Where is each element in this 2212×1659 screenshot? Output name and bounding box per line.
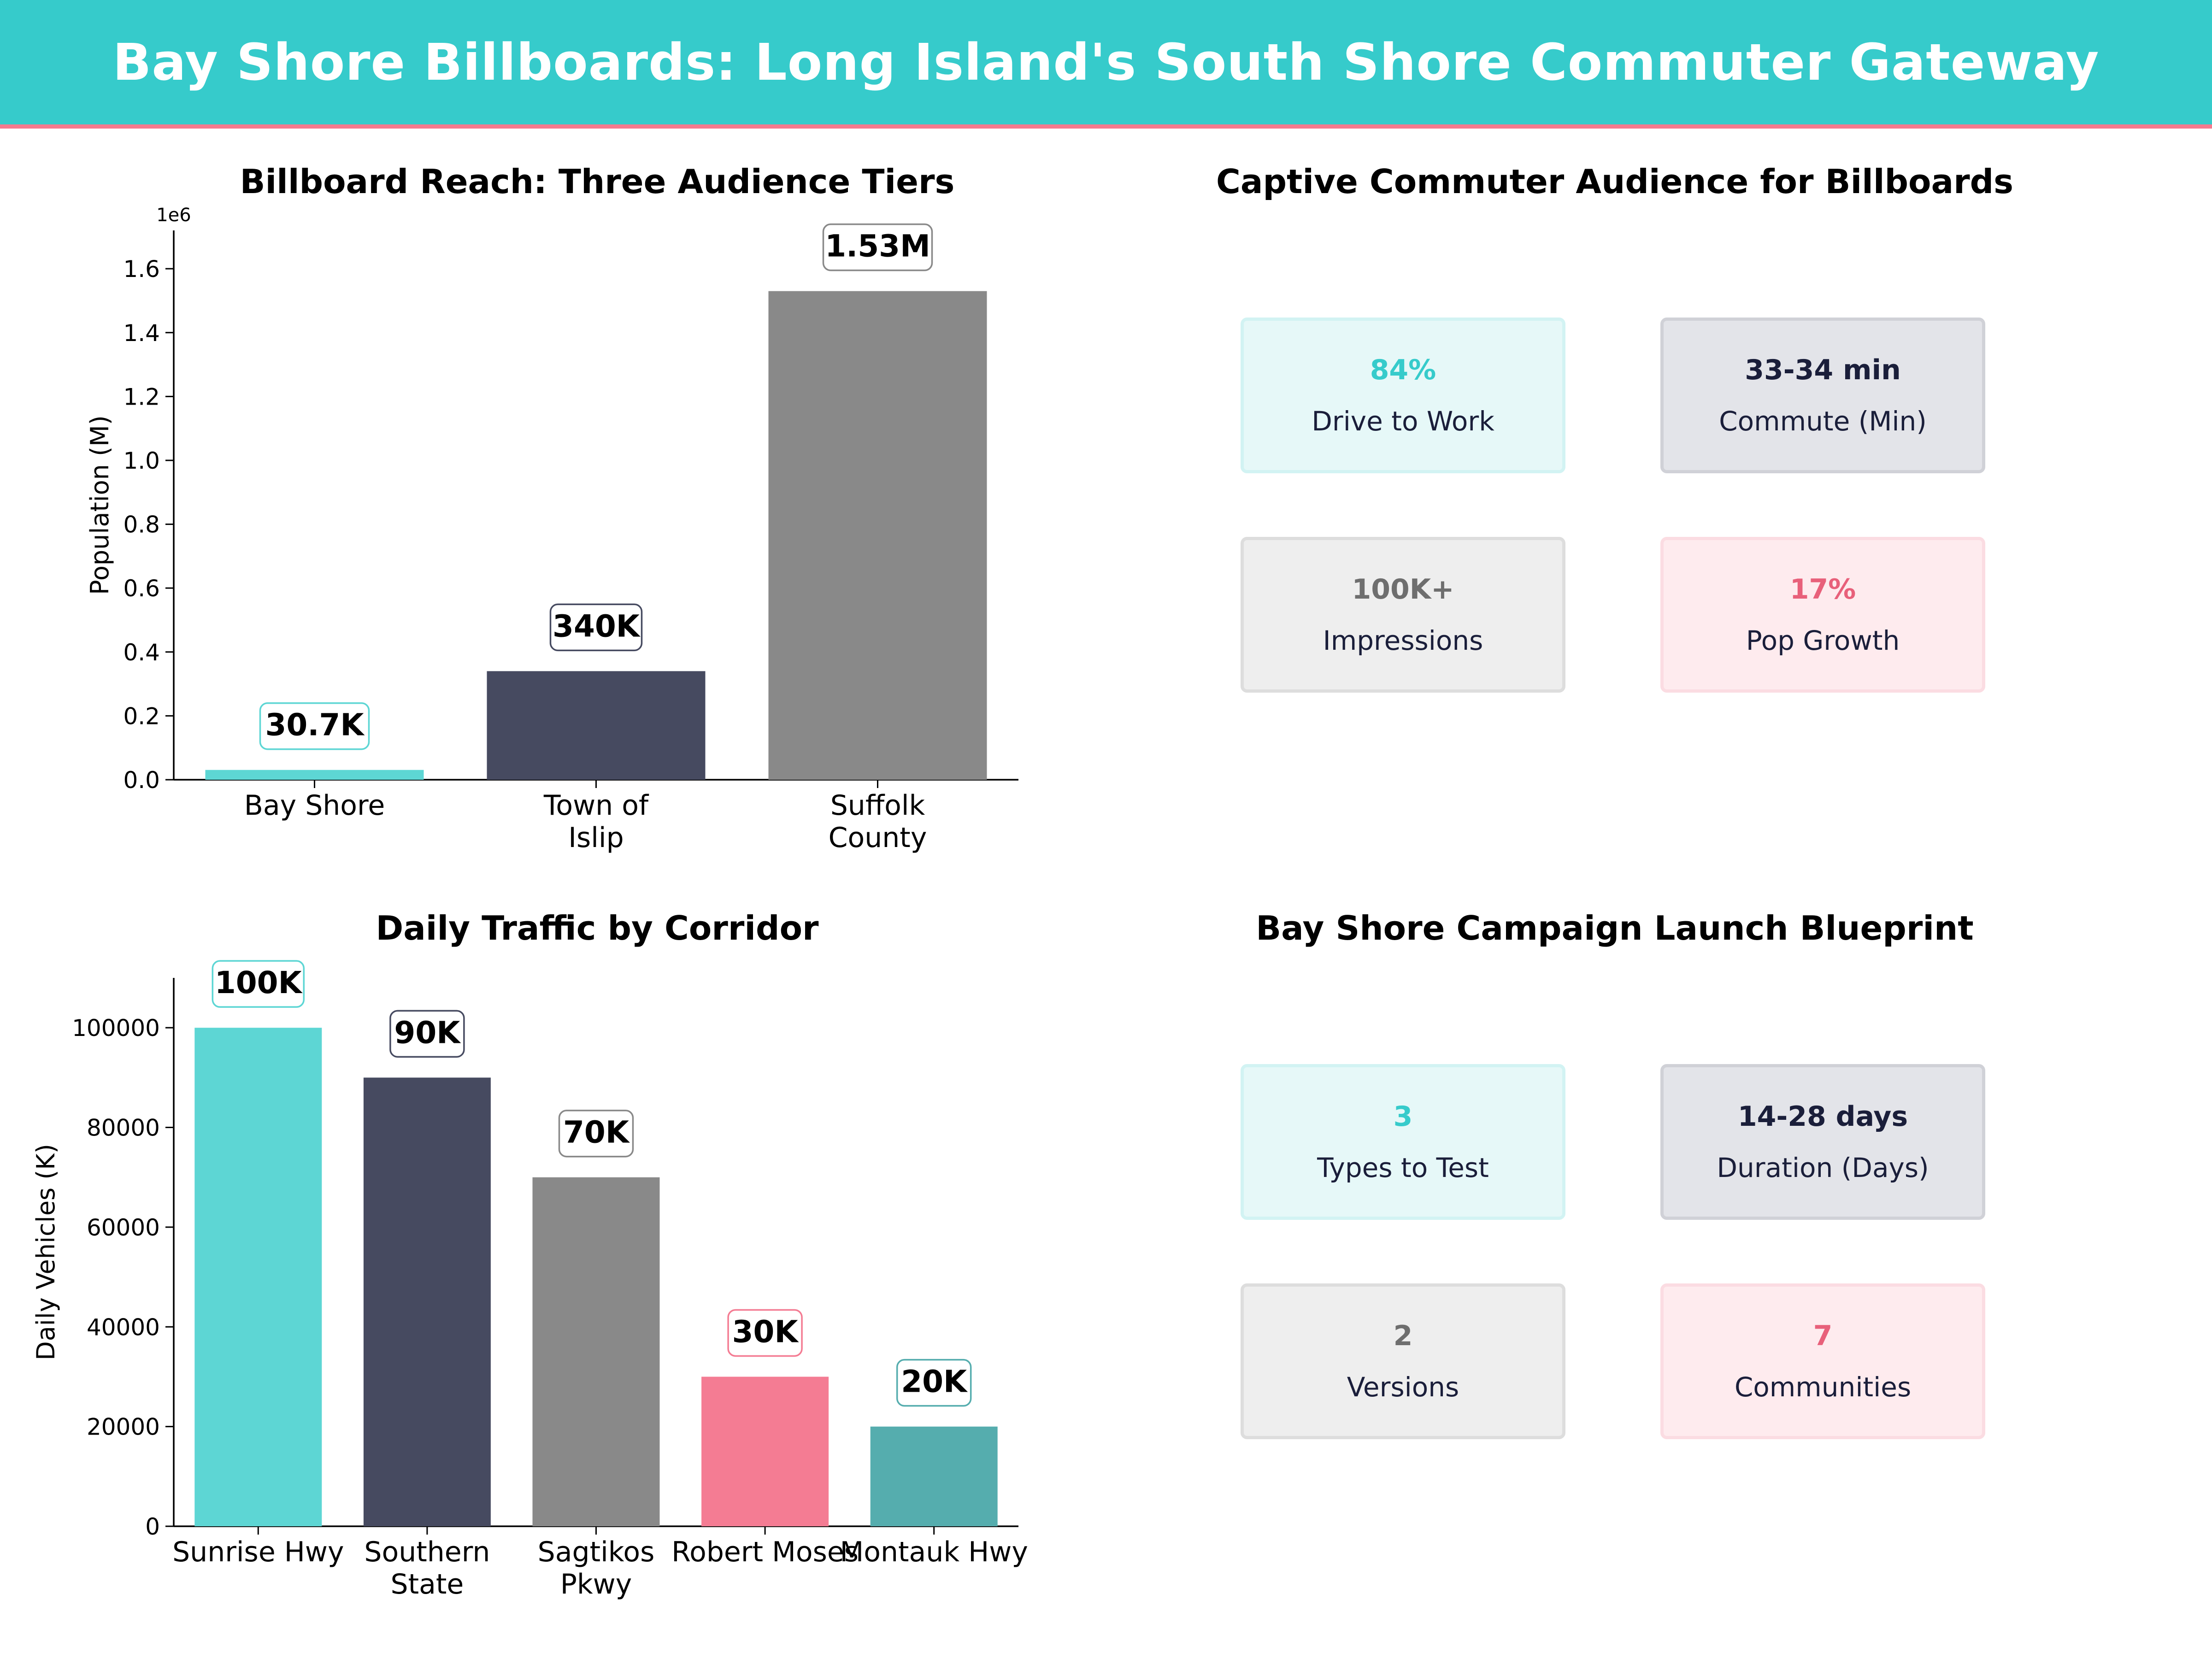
data-label-box [259,702,370,750]
stat-value: 17% [1789,573,1856,606]
stat-label: Pop Growth [1746,625,1900,656]
y-axis-label: Population (M) [85,415,114,595]
y-tick-label: 40000 [87,1314,160,1341]
stat-label: Impressions [1323,625,1483,656]
x-tick-label: Robert Moses [671,1536,859,1568]
stat-value: 100K+ [1352,573,1454,606]
stat-value: 3 [1393,1100,1413,1133]
reach-chart-title: Billboard Reach: Three Audience Tiers [240,162,955,201]
y-offset-label: 1e6 [156,205,191,226]
data-label-box [822,223,933,271]
y-tick-label: 0.8 [123,512,160,538]
x-tick-label: Southern [364,1536,490,1568]
data-label: 30K [732,1314,800,1349]
y-tick-label: 0.6 [123,575,160,602]
stat-card-impressions: 100K+ Impressions [1241,537,1565,693]
blueprint-panel-title: Bay Shore Campaign Launch Blueprint [1256,909,1974,947]
y-tick-label: 0.2 [123,703,160,729]
y-tick-label: 20000 [87,1414,160,1441]
stat-card-types-to-test: 3 Types to Test [1241,1064,1565,1220]
data-label-box [212,960,305,1008]
stat-label: Drive to Work [1312,406,1494,437]
stat-card-communities: 7 Communities [1660,1283,1985,1439]
bar [363,1077,491,1526]
stat-card-duration: 14-28 days Duration (Days) [1660,1064,1985,1220]
x-tick-label: Sagtikos [538,1536,655,1568]
bar [487,671,706,780]
data-label: 100K [215,965,303,1000]
stat-value: 14-28 days [1737,1100,1908,1133]
y-tick-label: 100000 [72,1015,160,1041]
data-label-box [896,1359,972,1407]
stat-label: Types to Test [1317,1152,1489,1183]
data-label-box [389,1010,465,1058]
page-title: Bay Shore Billboards: Long Island's Sout… [112,33,2100,92]
stat-label: Communities [1734,1371,1912,1403]
x-tick-label: Suffolk [830,789,925,822]
bar [205,770,424,780]
stat-card-pop-growth: 17% Pop Growth [1660,537,1985,693]
data-label-box [727,1309,803,1357]
bar [768,291,987,780]
data-label: 30.7K [265,707,365,743]
stat-card-versions: 2 Versions [1241,1283,1565,1439]
data-label: 70K [563,1115,630,1150]
data-label-box [549,603,643,652]
stat-card-commute: 33-34 min Commute (Min) [1660,318,1985,473]
x-tick-label: Montauk Hwy [840,1536,1028,1568]
x-tick-label: State [390,1568,464,1600]
data-label: 20K [901,1364,968,1400]
y-tick-label: 1.4 [123,320,160,347]
x-tick-label: Town of [543,789,649,822]
y-tick-label: 60000 [87,1214,160,1241]
y-tick-label: 0.0 [123,767,160,794]
x-tick-label: Islip [568,822,624,854]
y-tick-label: 1.2 [123,383,160,410]
stat-value: 7 [1813,1320,1833,1352]
y-tick-label: 80000 [87,1115,160,1141]
y-tick-label: 0.4 [123,639,160,666]
data-label: 90K [394,1015,461,1050]
y-tick-label: 1.0 [123,447,160,474]
header-banner: Bay Shore Billboards: Long Island's Sout… [0,0,2212,129]
stat-card-drive-to-work: 84% Drive to Work [1241,318,1565,473]
stat-label: Commute (Min) [1719,406,1927,437]
traffic-chart-title: Daily Traffic by Corridor [376,909,819,947]
bar [194,1028,322,1526]
y-axis-label: Daily Vehicles (K) [31,1144,60,1360]
data-label-box [558,1109,634,1158]
stat-value: 2 [1393,1320,1413,1352]
audience-panel-title: Captive Commuter Audience for Billboards [1216,162,2013,201]
stat-value: 33-34 min [1745,354,1901,386]
y-tick-label: 0 [145,1513,160,1540]
x-tick-label: Sunrise Hwy [172,1536,344,1568]
x-tick-label: Pkwy [560,1568,632,1600]
x-tick-label: County [829,822,927,854]
stat-label: Versions [1347,1371,1459,1403]
y-tick-label: 1.6 [123,256,160,282]
bar [701,1377,829,1526]
data-label: 1.53M [825,229,930,264]
bar [532,1177,660,1526]
bar [870,1426,998,1526]
data-label: 340K [553,608,641,644]
stat-value: 84% [1370,354,1436,386]
x-tick-label: Bay Shore [244,789,385,822]
stat-label: Duration (Days) [1717,1152,1929,1183]
